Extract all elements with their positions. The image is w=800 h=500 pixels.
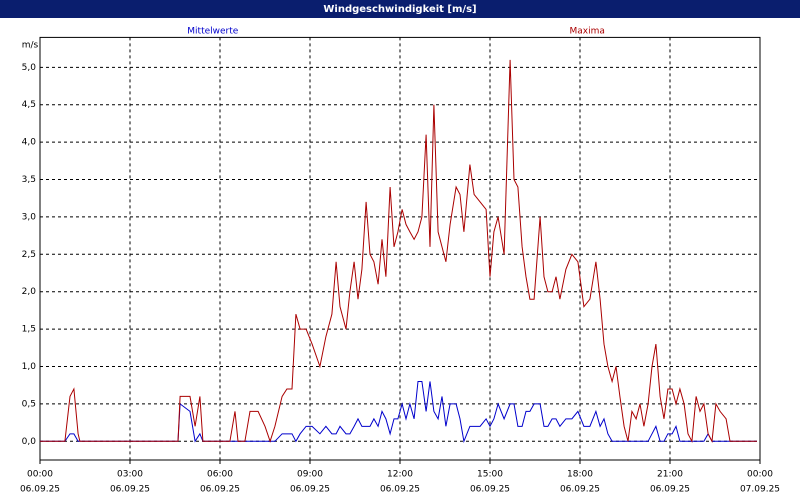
title-bar: [0, 0, 800, 18]
x-tick-label: 21:00: [657, 470, 683, 480]
legend-entry: Maxima: [570, 27, 605, 37]
legend-entry: Mittelwerte: [187, 27, 238, 37]
x-tick-label: 00:00: [747, 470, 773, 480]
x-tick-label: 09:00: [297, 470, 323, 480]
y-tick-label: 5,0: [22, 63, 37, 73]
y-tick-label: 0,5: [22, 399, 36, 409]
y-axis-label: m/s: [22, 41, 39, 51]
y-tick-label: 0,0: [22, 437, 37, 447]
x-tick-label: 12:00: [387, 470, 413, 480]
x-tick-date: 07.09.25: [740, 485, 780, 495]
x-tick-label: 00:00: [27, 470, 53, 480]
y-tick-label: 2,0: [22, 287, 37, 297]
x-tick-date: 06.09.25: [380, 485, 420, 495]
x-tick-date: 06.09.25: [20, 485, 60, 495]
x-tick-label: 18:00: [567, 470, 593, 480]
x-tick-date: 06.09.25: [650, 485, 690, 495]
y-tick-label: 2,5: [22, 250, 36, 260]
data-line: [40, 380, 757, 444]
y-tick-label: 3,0: [22, 212, 37, 222]
y-tick-label: 1,5: [22, 325, 36, 335]
x-tick-date: 06.09.25: [560, 485, 600, 495]
x-tick-label: 03:00: [117, 470, 143, 480]
chart-title: Windgeschwindigkeit [m/s]: [323, 4, 476, 15]
y-tick-label: 4,5: [22, 100, 36, 110]
y-tick-label: 4,0: [22, 138, 37, 148]
x-tick-date: 06.09.25: [290, 485, 330, 495]
x-tick-date: 06.09.25: [470, 485, 510, 495]
x-tick-date: 06.09.25: [200, 485, 240, 495]
x-tick-label: 06:00: [207, 470, 233, 480]
x-tick-label: 15:00: [477, 470, 503, 480]
y-tick-label: 3,5: [22, 175, 36, 185]
y-tick-label: 1,0: [22, 362, 37, 372]
data-line: [40, 59, 757, 444]
x-tick-date: 06.09.25: [110, 485, 150, 495]
